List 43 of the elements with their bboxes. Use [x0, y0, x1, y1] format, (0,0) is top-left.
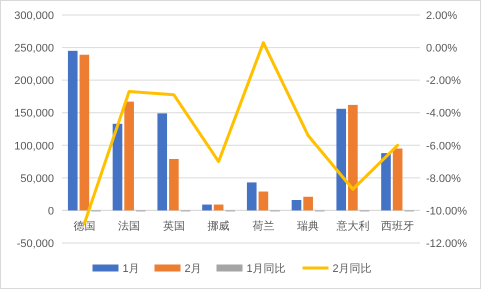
bar — [258, 192, 268, 210]
bar — [303, 196, 313, 210]
x-tick-label: 英国 — [162, 219, 185, 232]
x-tick-label: 荷兰 — [252, 219, 274, 232]
y-tick-label: 100,000 — [14, 140, 54, 152]
bar — [392, 148, 402, 210]
bar — [112, 124, 122, 210]
x-tick-label: 意大利 — [335, 219, 370, 232]
y2-tick-label: -4.00% — [426, 108, 462, 120]
bar — [348, 104, 358, 210]
bar — [68, 50, 78, 210]
y2-tick-label: -10.00% — [426, 205, 468, 218]
y-tick-label: 50,000 — [20, 172, 54, 185]
x-tick-label: 挪威 — [208, 219, 230, 232]
y-tick-label: 150,000 — [14, 108, 54, 120]
bar — [80, 54, 90, 210]
y-tick-label: 200,000 — [14, 75, 54, 88]
y2-tick-label: -12.00% — [426, 238, 468, 250]
bar — [336, 108, 346, 210]
y2-tick-label: 2.00% — [426, 10, 458, 22]
y2-tick-label: -6.00% — [426, 140, 462, 152]
bar — [202, 204, 212, 210]
y-tick-label: 0 — [48, 205, 54, 218]
x-tick-label: 瑞典 — [297, 219, 320, 232]
legend-label: 2月同比 — [332, 262, 372, 275]
y-tick-label: 250,000 — [14, 42, 54, 55]
x-tick-label: 西班牙 — [381, 219, 414, 232]
y-tick-label: -50,000 — [16, 238, 54, 250]
legend-label: 2月 — [184, 263, 202, 275]
bar — [157, 113, 168, 210]
bar — [292, 200, 302, 210]
y-tick-label: 300,000 — [14, 10, 54, 22]
legend-label: 1月同比 — [246, 262, 286, 275]
y2-tick-label: 0.00% — [426, 42, 458, 55]
y2-tick-label: -8.00% — [426, 172, 462, 185]
bar — [124, 102, 134, 210]
x-tick-label: 法国 — [118, 219, 140, 232]
bar — [214, 204, 224, 210]
bar — [169, 158, 179, 210]
bar — [381, 153, 391, 210]
bar — [246, 182, 257, 210]
y2-tick-label: -2.00% — [426, 75, 462, 88]
legend-label: 1月 — [122, 263, 140, 275]
